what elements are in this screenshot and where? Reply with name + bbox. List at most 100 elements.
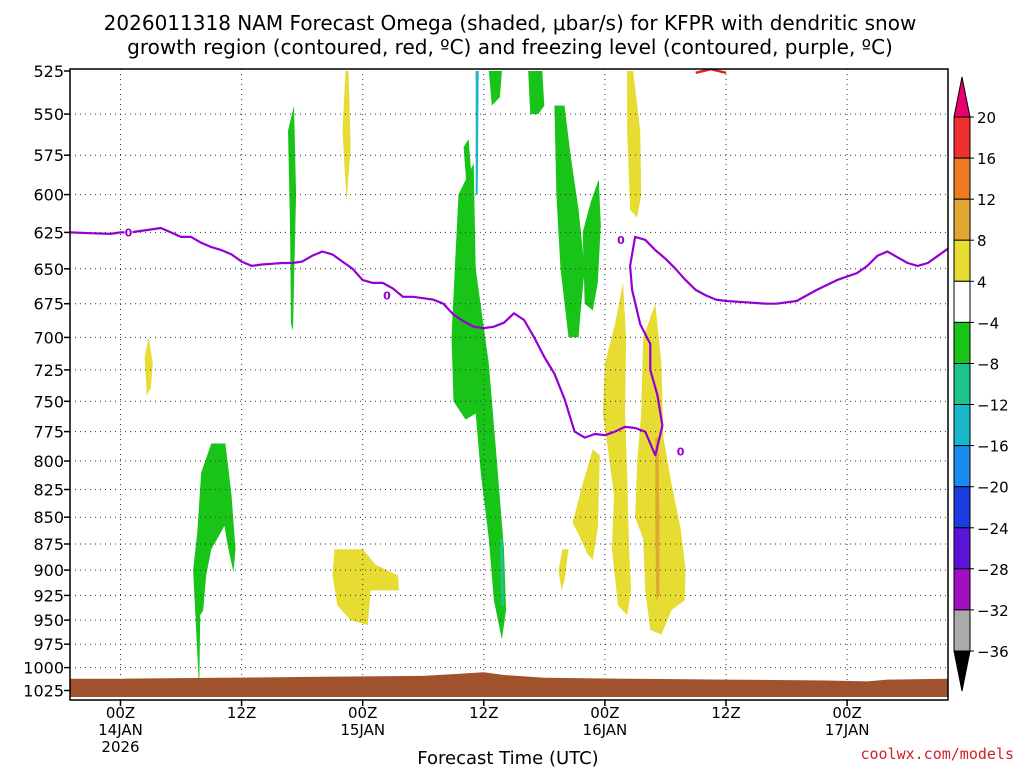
omega-region-3 [582, 179, 601, 311]
colorbar-bottom-triangle [953, 650, 971, 692]
omega-core-stripe-low [499, 538, 504, 606]
x-tick-label-6-0: 00Z [832, 704, 861, 722]
y-tick-label-5: 650 [33, 260, 64, 279]
dotted-grid [70, 69, 948, 700]
x-tick-label-5-0: 12Z [711, 704, 740, 722]
omega-up-region-7 [635, 303, 686, 635]
omega-up-region-5 [572, 449, 600, 560]
freezing-level-label-bg-2 [617, 232, 625, 245]
colorbar-label-7: −12 [977, 397, 1009, 415]
colorbar-bin-3 [953, 198, 971, 241]
colorbar-label-1: 16 [977, 150, 996, 168]
omega-up-region-6 [602, 282, 632, 616]
freezing-level-label-1: 0 [383, 289, 391, 302]
terrain-fill [70, 672, 948, 697]
freezing-level-label-0: 0 [125, 226, 133, 239]
colorbar-label-11: −28 [977, 561, 1009, 579]
colorbar-top-triangle [953, 76, 971, 118]
x-tick-label-1-0: 12Z [227, 704, 256, 722]
colorbar-bin-9 [953, 445, 971, 488]
omega-up-region-2 [332, 549, 399, 625]
colorbar-label-5: −4 [977, 314, 999, 332]
colorbar-bin-10 [953, 486, 971, 529]
x-tick-label-0-0: 00Z [106, 704, 135, 722]
y-tick-label-17: 950 [33, 611, 64, 630]
freezing-level-label-bg-0 [124, 225, 133, 238]
colorbar-bin-6 [953, 321, 971, 364]
colorbar-label-9: −20 [977, 479, 1009, 497]
omega-region-2 [554, 105, 585, 338]
y-tick-label-3: 600 [33, 186, 64, 205]
colorbar-label-12: −32 [977, 602, 1009, 620]
y-tick-label-1: 550 [33, 105, 64, 124]
y-tick-label-15: 900 [33, 561, 64, 580]
colorbar-label-13: −36 [977, 643, 1009, 661]
colorbar-bin-11 [953, 527, 971, 570]
colorbar-label-0: 20 [977, 109, 996, 127]
colorbar: 20 16 12 8 4 −4 −8 −12 −16 −20 −24 −28 −32 −36 [953, 76, 1009, 692]
freezing-level-label-2: 0 [617, 234, 625, 247]
colorbar-bin-5 [953, 280, 971, 323]
credit-text: coolwx.com/models [860, 745, 1014, 763]
y-tick-label-16: 925 [33, 586, 64, 605]
contours: 0 0 0 0 [70, 69, 948, 459]
colorbar-label-2: 12 [977, 191, 996, 209]
freezing-level-label-3: 0 [677, 446, 685, 459]
y-tick-label-6: 675 [33, 295, 64, 314]
freezing-level-contour [70, 226, 948, 457]
y-tick-label-7: 700 [33, 328, 64, 347]
colorbar-bin-2 [953, 157, 971, 200]
y-tick-label-19: 1000 [23, 659, 64, 678]
y-tick-label-10: 775 [33, 423, 64, 442]
x-axis-title: Forecast Time (UTC) [417, 748, 598, 768]
omega-core-0 [528, 71, 545, 115]
y-tick-label-20: 1025 [23, 682, 64, 701]
plot-frame [69, 68, 949, 701]
colorbar-label-6: −8 [977, 356, 999, 374]
omega-region-1 [288, 105, 297, 331]
y-tick-label-14: 875 [33, 535, 64, 554]
omega-up-region-3 [627, 71, 642, 218]
colorbar-label-4: 4 [977, 273, 987, 291]
x-tick-label-0-1: 14JAN [98, 721, 143, 739]
y-tick-label-12: 825 [33, 481, 64, 500]
omega-core-2 [463, 139, 472, 187]
chart-title-line-2: growth region (contoured, red, ºC) and f… [127, 35, 893, 59]
x-tick-label-4-0: 00Z [590, 704, 619, 722]
y-tick-label-8: 725 [33, 361, 64, 380]
omega-up-region-0 [144, 337, 153, 396]
freezing-level-label-bg-3 [676, 444, 685, 457]
colorbar-bin-4 [953, 239, 971, 282]
x-tick-label-3-0: 12Z [469, 704, 498, 722]
x-tick-label-2-1: 15JAN [340, 721, 385, 739]
x-tick-label-6-1: 17JAN [825, 721, 870, 739]
colorbar-label-3: 8 [977, 232, 987, 250]
y-tick-label-0: 525 [33, 62, 64, 81]
omega-shading [144, 71, 686, 691]
y-tick-label-13: 850 [33, 508, 64, 527]
y-tick-label-4: 625 [33, 223, 64, 242]
colorbar-label-10: −24 [977, 520, 1009, 538]
chart-title-line-1: 2026011318 NAM Forecast Omega (shaded, μ… [104, 11, 917, 35]
x-tick-label-0-2: 2026 [101, 738, 139, 756]
omega-region-4 [451, 163, 506, 640]
x-tick-label-2-0: 00Z [348, 704, 377, 722]
omega-up-region-4 [558, 549, 569, 591]
y-tick-label-11: 800 [33, 452, 64, 471]
omega-up-core-0 [655, 437, 660, 601]
omega-core-stripe [475, 71, 479, 195]
x-tick-label-4-1: 16JAN [583, 721, 628, 739]
colorbar-label-8: −16 [977, 438, 1009, 456]
omega-core-1 [488, 71, 502, 106]
colorbar-bin-12 [953, 568, 971, 611]
colorbar-bin-13 [953, 609, 971, 652]
y-tick-label-18: 975 [33, 635, 64, 654]
y-tick-label-2: 575 [33, 146, 64, 165]
terrain-ground [70, 672, 948, 697]
y-axis-ticks: 525 550 575 600 625 650 675 700 725 750 775 800 825 8… [23, 62, 70, 701]
freezing-level-label-bg-1 [382, 288, 391, 301]
plot-background [70, 69, 948, 700]
colorbar-bin-7 [953, 363, 971, 406]
